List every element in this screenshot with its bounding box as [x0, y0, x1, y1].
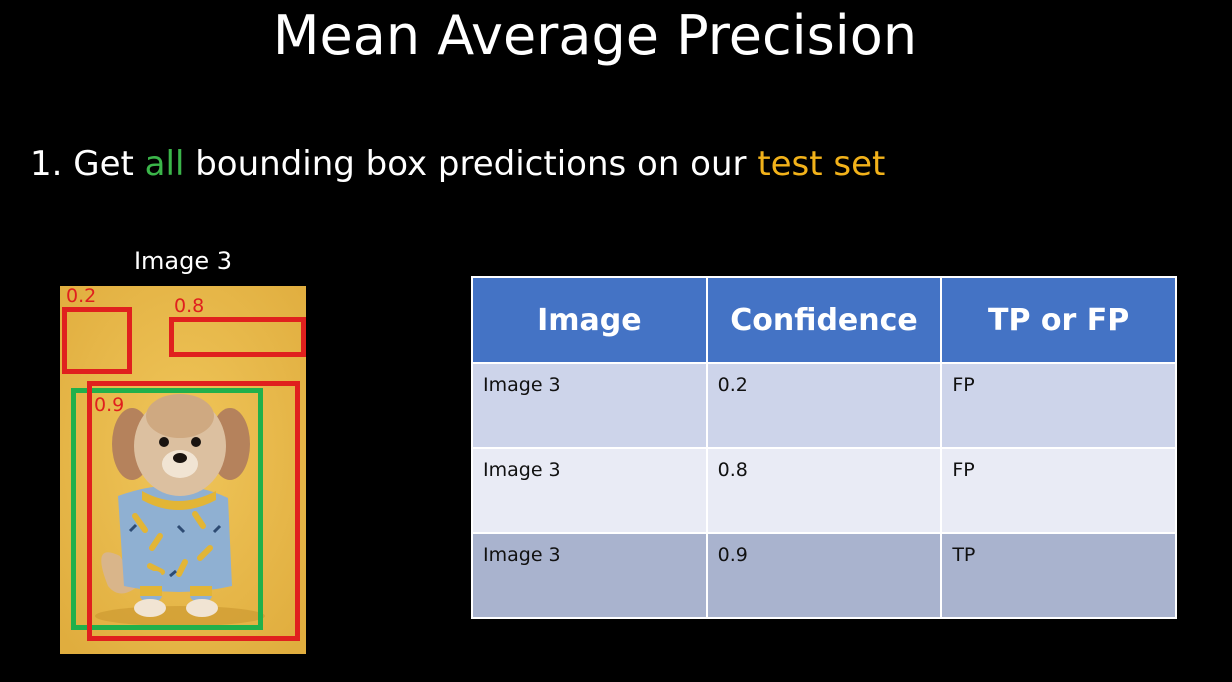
- bullet-point: 1. Get all bounding box predictions on o…: [30, 140, 885, 188]
- header-image: Image: [471, 276, 708, 364]
- cell-image: Image 3: [471, 362, 708, 449]
- cell-tp-or-fp: FP: [940, 447, 1177, 534]
- confidence-label-0.9: 0.9: [94, 394, 125, 416]
- highlight-all: all: [144, 144, 185, 184]
- prediction-box-0.9: [87, 381, 300, 641]
- highlight-test-set: test set: [757, 144, 886, 184]
- dog-illustration: [60, 286, 306, 654]
- cell-confidence: 0.8: [705, 447, 943, 534]
- bullet-prefix: 1. Get: [30, 144, 145, 184]
- predictions-table: Image Confidence TP or FP Image 3 0.2 FP…: [471, 276, 1177, 619]
- image-caption: Image 3: [133, 247, 233, 275]
- cell-image: Image 3: [471, 532, 708, 619]
- cell-confidence: 0.9: [705, 532, 943, 619]
- slide-title: Mean Average Precision: [272, 4, 918, 67]
- cell-tp-or-fp: TP: [940, 532, 1177, 619]
- table-header-row: Image Confidence TP or FP: [471, 276, 1177, 364]
- dog-photo: 0.2 0.8 0.9: [60, 286, 306, 654]
- bullet-middle: bounding box predictions on our: [184, 144, 758, 184]
- cell-tp-or-fp: FP: [940, 362, 1177, 449]
- confidence-label-0.8: 0.8: [174, 295, 205, 317]
- table-row: Image 3 0.9 TP: [471, 532, 1177, 619]
- table-row: Image 3 0.2 FP: [471, 362, 1177, 449]
- prediction-box-0.2: [62, 307, 132, 374]
- prediction-box-0.8: [169, 317, 306, 357]
- cell-image: Image 3: [471, 447, 708, 534]
- ground-truth-box: [71, 388, 263, 630]
- header-confidence: Confidence: [705, 276, 943, 364]
- header-tp-or-fp: TP or FP: [940, 276, 1177, 364]
- confidence-label-0.2: 0.2: [66, 285, 97, 307]
- table-row: Image 3 0.8 FP: [471, 447, 1177, 534]
- cell-confidence: 0.2: [705, 362, 943, 449]
